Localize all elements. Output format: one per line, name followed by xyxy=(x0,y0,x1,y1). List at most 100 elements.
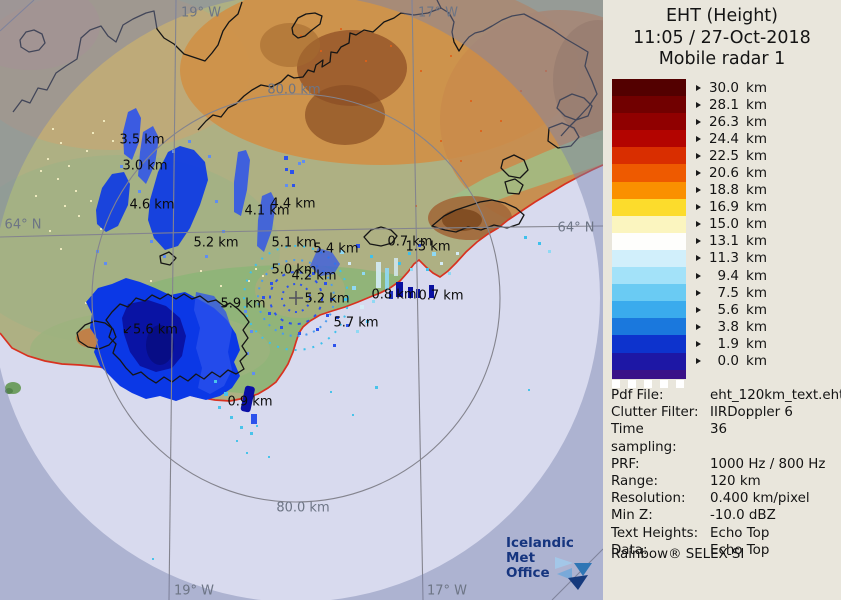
echo-height-label: 4.2 km xyxy=(291,268,337,284)
scale-unit: km xyxy=(746,233,767,250)
color-scale-label-row: 20.6 km xyxy=(696,164,767,181)
scale-unit: km xyxy=(746,250,767,267)
scale-unit: km xyxy=(746,284,767,301)
color-scale-band xyxy=(612,335,686,353)
color-scale-band xyxy=(612,181,686,199)
color-scale-label-row: 0.0 km xyxy=(696,353,767,370)
color-scale-band xyxy=(612,249,686,268)
graticule xyxy=(0,0,603,600)
scale-value: 30.0 xyxy=(708,79,739,96)
color-scale-band xyxy=(612,164,686,182)
elevation-contours xyxy=(12,0,598,384)
echo-height-label: 0.7 km xyxy=(418,288,464,304)
scale-value: 22.5 xyxy=(708,147,739,164)
color-scale-band xyxy=(612,130,686,148)
color-scale-label-row: 22.5 km xyxy=(696,147,767,164)
radar-map-view[interactable]: 19° W 17° W 80.0 km 64° N 64° N 80.0 km 19° W 1… xyxy=(0,0,603,600)
color-scale-label-row: 24.4 km xyxy=(696,130,767,147)
info-panel: EHT (Height) 11:05 / 27-Oct-2018 Mobile ra… xyxy=(603,0,841,600)
radar-map-canvas xyxy=(0,0,603,600)
product-title-line: EHT (Height) xyxy=(666,6,778,26)
scale-value: 24.4 xyxy=(708,130,739,147)
color-scale-labels: 30.0 km 28.1 km 26.3 km 24.4 km 22.5 xyxy=(696,79,767,370)
latitude-64n-line xyxy=(0,225,603,238)
color-scale-label-row: 9.4 km xyxy=(696,267,767,284)
scale-value: 20.6 xyxy=(708,165,739,182)
metadata-label: Resolution: xyxy=(611,491,686,507)
echo-height-label: 3.5 km xyxy=(119,132,165,148)
metadata-row: Text Heights: Echo Top xyxy=(611,525,838,542)
color-scale-label-row: 26.3 km xyxy=(696,113,767,130)
metadata-label: Text Heights: xyxy=(611,525,699,541)
metadata-label: Data: xyxy=(611,542,648,558)
tick-arrow-icon xyxy=(696,255,701,262)
product-title-line: 11:05 / 27-Oct-2018 xyxy=(633,27,811,48)
scale-value: 1.9 xyxy=(717,335,739,352)
scale-unit: km xyxy=(746,335,767,352)
scale-unit: km xyxy=(746,216,767,233)
scale-value: 18.8 xyxy=(708,182,739,199)
scale-unit: km xyxy=(746,318,767,335)
color-scale-band xyxy=(612,79,686,97)
scale-unit: km xyxy=(746,182,767,199)
radar-echoes xyxy=(86,108,551,560)
scale-value: 26.3 xyxy=(708,113,739,130)
radar-center-cross xyxy=(289,291,303,305)
metadata-row: Clutter Filter: IIRDoppler 6 xyxy=(611,404,838,421)
graticule-label: 64° N xyxy=(4,217,42,233)
echo-height-label: 0.7 km xyxy=(387,234,433,250)
tick-arrow-icon xyxy=(696,272,701,279)
scale-value: 16.9 xyxy=(708,199,739,216)
color-scale-label-row: 3.8 km xyxy=(696,318,767,335)
scale-value: 0.0 xyxy=(717,353,739,370)
range-ring-80km xyxy=(91,93,501,503)
echo-height-label: 4.4 km xyxy=(270,196,316,212)
echo-height-label: 5.9 km xyxy=(220,296,266,312)
echo-height-label: 4.1 km xyxy=(244,203,290,219)
scale-unit: km xyxy=(746,301,767,318)
metadata-label: Range: xyxy=(611,474,658,490)
metadata-label: Time sampling: xyxy=(611,422,677,455)
metadata-row: Resolution: 0.400 km/pixel xyxy=(611,490,838,507)
tick-arrow-icon xyxy=(696,101,701,108)
metadata-row: Pdf File: eht_120km_text.eht xyxy=(611,387,841,404)
scale-unit: km xyxy=(746,165,767,182)
software-brand: Rainbow® SELEX-SI xyxy=(611,547,745,562)
color-scale-label-row: 30.0 km xyxy=(696,79,767,96)
tick-arrow-icon xyxy=(696,306,701,313)
metadata-row: Min Z: -10.0 dBZ xyxy=(611,507,838,524)
graticule-label: 19° W xyxy=(180,5,222,21)
graticule-label: 64° N xyxy=(557,220,595,236)
metadata-row: Range: 120 km xyxy=(611,473,838,490)
echo-height-label: 5.2 km xyxy=(193,235,239,251)
graticule-label: 17° W xyxy=(426,583,468,599)
metadata-label: Clutter Filter: xyxy=(611,405,699,421)
color-scale-label-row: 15.0 km xyxy=(696,216,767,233)
tick-arrow-icon xyxy=(696,135,701,142)
scale-value: 15.0 xyxy=(708,216,739,233)
metadata-value: Echo Top xyxy=(710,542,770,558)
product-title: EHT (Height) 11:05 / 27-Oct-2018 Mobile ra… xyxy=(603,6,841,71)
tick-arrow-icon xyxy=(696,238,701,245)
longitude-19w-line xyxy=(168,0,177,600)
scale-value: 3.8 xyxy=(717,318,739,335)
color-scale-band xyxy=(612,284,686,302)
scale-value: 11.3 xyxy=(708,250,739,267)
color-scale-bar xyxy=(612,79,686,370)
longitude-17w-line xyxy=(411,0,424,600)
tick-arrow-icon xyxy=(696,152,701,159)
graticule-label: 19° W xyxy=(173,583,215,599)
height-scale-legend: 30.0 km 28.1 km 26.3 km 24.4 km 22.5 xyxy=(612,79,767,388)
echo-height-label: 0.9 km xyxy=(227,394,273,410)
scale-unit: km xyxy=(746,147,767,164)
imo-logo-text-line1: Icelandic Met xyxy=(506,535,574,566)
metadata-value: eht_120km_text.eht xyxy=(710,388,841,403)
metadata-value: Echo Top xyxy=(710,525,770,541)
scale-value: 13.1 xyxy=(708,233,739,250)
product-title-line: Mobile radar 1 xyxy=(658,49,786,69)
tick-arrow-icon xyxy=(696,204,701,211)
metadata-value: IIRDoppler 6 xyxy=(710,405,793,421)
color-scale-band xyxy=(612,352,686,370)
coverage-circle-mask xyxy=(0,0,603,600)
tick-arrow-icon xyxy=(696,187,701,194)
